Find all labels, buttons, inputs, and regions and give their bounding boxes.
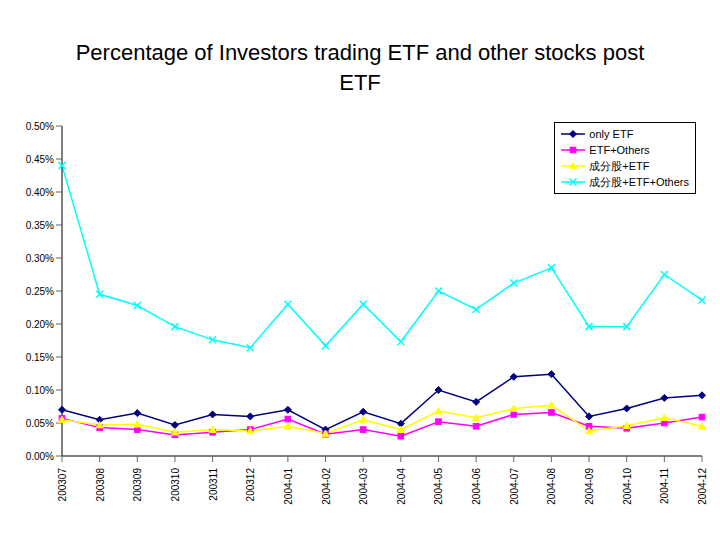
svg-text:0.50%: 0.50% [26,121,54,132]
svg-text:2004-12: 2004-12 [697,468,708,505]
svg-text:0.45%: 0.45% [26,154,54,165]
html-text:成分股+ETF: 成分股+ETF [589,159,650,172]
svg-text:2004-08: 2004-08 [546,468,557,505]
svg-text:0.10%: 0.10% [26,385,54,396]
svg-text:2004-01: 2004-01 [283,468,294,505]
svg-text:0.25%: 0.25% [26,286,54,297]
svg-text:2004-03: 2004-03 [358,468,369,505]
svg-text:2004-11: 2004-11 [659,468,670,504]
svg-text:0.15%: 0.15% [26,352,54,363]
svg-text:200311: 200311 [208,468,219,501]
svg-text:200312: 200312 [245,468,256,502]
html-text:成分股+ETF+Others: 成分股+ETF+Others [589,175,689,188]
svg-text:0.05%: 0.05% [26,418,54,429]
svg-text:200308: 200308 [95,468,106,502]
svg-text:200307: 200307 [57,468,68,502]
svg-text:2004-06: 2004-06 [471,468,482,505]
svg-text:0.30%: 0.30% [26,253,54,264]
svg-text:2004-10: 2004-10 [622,468,633,505]
svg-text:200310: 200310 [170,468,181,502]
html-text:ETF+Others: ETF+Others [589,144,650,156]
svg-text:0.40%: 0.40% [26,187,54,198]
html-text:only ETF: only ETF [589,128,634,140]
svg-text:0.00%: 0.00% [26,451,54,462]
svg-text:2004-05: 2004-05 [433,468,444,505]
svg-text:2004-04: 2004-04 [396,468,407,505]
svg-text:0.35%: 0.35% [26,220,54,231]
svg-text:2004-09: 2004-09 [584,468,595,505]
svg-text:2004-07: 2004-07 [509,468,520,505]
html-text:Percentage of Investors tradin: Percentage of Investors trading ETF and … [75,40,645,95]
svg-text:200309: 200309 [132,468,143,502]
svg-text:2004-02: 2004-02 [321,468,332,505]
svg-text:0.20%: 0.20% [26,319,54,330]
